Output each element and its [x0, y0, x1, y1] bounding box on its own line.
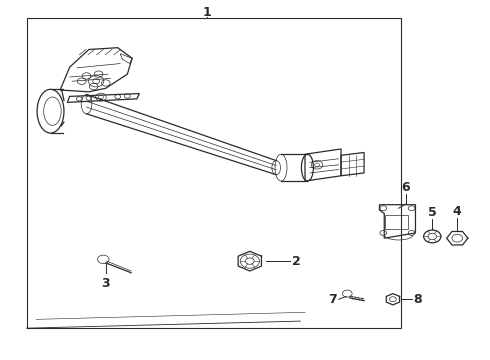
Text: 5: 5 — [428, 206, 437, 219]
Text: 7: 7 — [328, 293, 337, 306]
Text: 2: 2 — [292, 255, 301, 267]
Text: 3: 3 — [101, 277, 110, 290]
Text: 4: 4 — [453, 205, 462, 218]
Text: 1: 1 — [202, 6, 211, 19]
Bar — [26, 18, 401, 328]
Text: 6: 6 — [401, 181, 410, 194]
Text: 8: 8 — [413, 293, 422, 306]
